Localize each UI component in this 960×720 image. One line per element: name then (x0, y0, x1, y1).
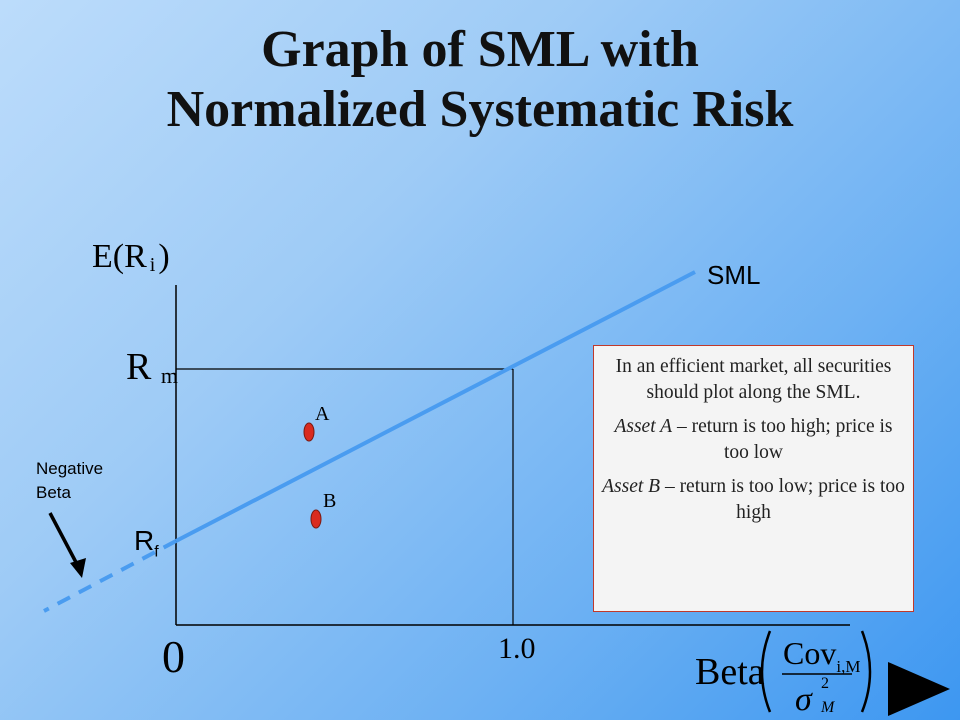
asset-b-label: B (323, 490, 337, 512)
negative-beta-label: Negative Beta (36, 459, 104, 502)
slide-title: Graph of SML with Normalized Systematic … (0, 20, 960, 140)
x-origin-label: 0 (162, 631, 185, 682)
negative-beta-arrow (48, 512, 81, 569)
asset-a-point (303, 422, 315, 442)
note-line-3: Asset B – return is too low; price is to… (602, 476, 905, 523)
note-line-2: Asset A – return is too high; price is t… (614, 416, 893, 463)
note-line-1: In an efficient market, all securities s… (615, 356, 892, 403)
sigma-sup: 2 (821, 675, 829, 692)
x-tick-one-label: 1.0 (498, 632, 536, 665)
sigma-sub: M (820, 699, 836, 716)
rf-label: Rf (134, 525, 159, 561)
asset-a-label: A (315, 403, 330, 425)
title-line-2: Normalized Systematic Risk (166, 81, 794, 138)
cov-label: Covi,M (783, 635, 860, 676)
asset-b-point (310, 509, 322, 529)
sml-label: SML (707, 260, 761, 290)
sigma-label: σ (795, 681, 813, 718)
y-axis-label: E(R i) (92, 238, 170, 276)
negative-beta-arrowhead (70, 558, 86, 578)
sml-line (175, 270, 696, 543)
rm-label: R m (126, 346, 178, 388)
x-axis-label: Beta (695, 651, 765, 693)
next-arrow-icon[interactable] (888, 662, 950, 716)
sml-negative-beta-dashed (43, 539, 177, 613)
title-line-1: Graph of SML with (261, 21, 699, 78)
beta-open-paren (760, 630, 772, 713)
beta-close-paren (860, 630, 872, 713)
efficient-market-note: In an efficient market, all securities s… (593, 345, 914, 612)
